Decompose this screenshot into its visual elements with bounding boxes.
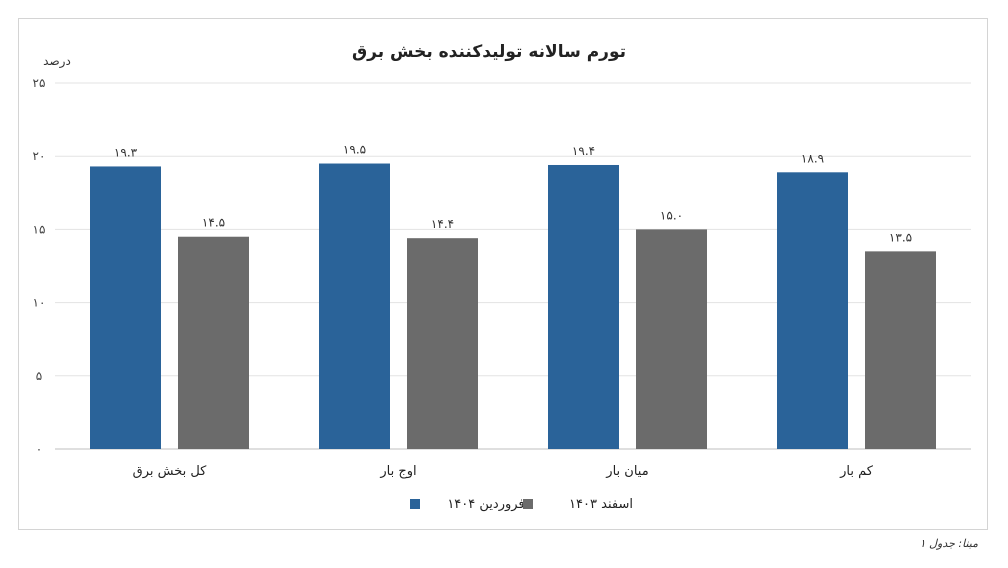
category-labels: کل بخش برق اوج بار میان بار کم بار xyxy=(133,464,874,479)
chart-title: تورم سالانه تولیدکننده بخش برق xyxy=(352,42,626,62)
data-label: ۱۳.۵ xyxy=(889,230,912,244)
category-label: کل بخش برق xyxy=(133,464,208,479)
chart-svg: تورم سالانه تولیدکننده بخش برق درصد ۰ ۵ ۱۰… xyxy=(33,42,971,512)
y-tick-label: ۰ xyxy=(36,442,42,456)
bar-esfand-1403 xyxy=(865,251,936,449)
data-label: ۱۴.۴ xyxy=(431,217,454,231)
data-label: ۱۹.۳ xyxy=(114,145,138,159)
category-label: اوج بار xyxy=(379,464,416,479)
bar-esfand-1403 xyxy=(178,236,249,449)
legend-label: فروردین ۱۴۰۴ xyxy=(447,497,524,512)
source-note: مبنا: جدول ۱ xyxy=(919,537,978,550)
y-tick-label: ۵ xyxy=(36,369,42,383)
bar-farvardin-1404 xyxy=(319,163,390,449)
legend-label: اسفند ۱۴۰۳ xyxy=(569,497,633,512)
category-label: کم بار xyxy=(839,464,874,479)
y-tick-label: ۱۰ xyxy=(33,296,46,310)
data-label: ۱۴.۵ xyxy=(202,216,225,230)
y-tick-label: ۲۰ xyxy=(33,149,46,163)
data-label: ۱۵.۰ xyxy=(660,208,683,222)
bar-farvardin-1404 xyxy=(90,166,161,449)
data-label: ۱۹.۵ xyxy=(343,143,366,157)
legend-swatch xyxy=(410,499,420,509)
y-tick-label: ۱۵ xyxy=(33,222,46,236)
y-tick-label: ۲۵ xyxy=(33,76,46,90)
legend: فروردین ۱۴۰۴ اسفند ۱۴۰۳ xyxy=(410,497,633,512)
data-label: ۱۸.۹ xyxy=(801,151,824,165)
category-label: میان بار xyxy=(605,464,648,479)
legend-swatch xyxy=(523,499,533,509)
bar-farvardin-1404 xyxy=(548,164,619,449)
data-labels: ۱۹.۳ ۱۴.۵ ۱۹.۵ ۱۴.۴ ۱۹.۴ ۱۵.۰ ۱۸.۹ ۱۳.۵ xyxy=(114,143,912,245)
bar-esfand-1403 xyxy=(407,238,478,449)
bars xyxy=(90,163,936,449)
data-label: ۱۹.۴ xyxy=(572,144,595,158)
bar-esfand-1403 xyxy=(636,229,707,449)
chart-frame: تورم سالانه تولیدکننده بخش برق درصد ۰ ۵ ۱۰… xyxy=(18,18,988,530)
y-axis-ticks: ۰ ۵ ۱۰ ۱۵ ۲۰ ۲۵ xyxy=(33,76,46,456)
bar-farvardin-1404 xyxy=(777,172,848,449)
y-axis-label: درصد xyxy=(43,54,71,69)
